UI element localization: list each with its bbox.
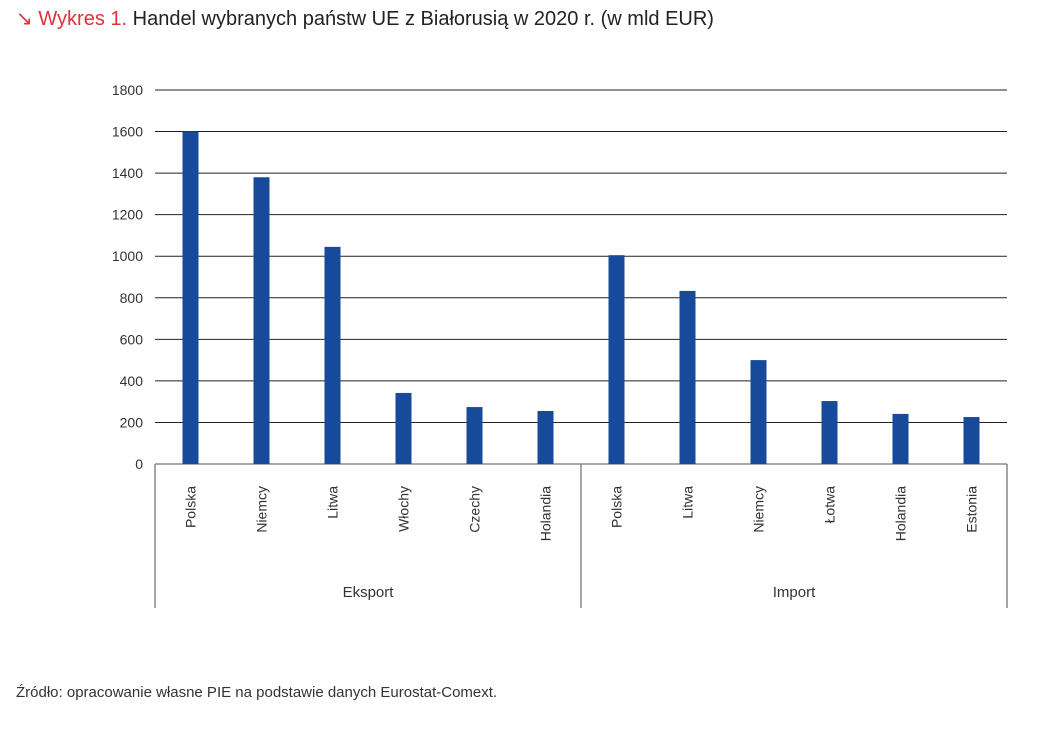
x-tick-label: Czechy (467, 486, 483, 533)
y-tick-label: 0 (135, 456, 143, 472)
bar (608, 255, 625, 464)
source-note: Źródło: opracowanie własne PIE na podsta… (16, 684, 498, 701)
title-text: Handel wybranych państw UE z Białorusią … (132, 8, 714, 30)
x-tick-label: Niemcy (254, 486, 270, 533)
bar (963, 417, 980, 464)
y-tick-label: 200 (120, 414, 144, 430)
bar (253, 177, 270, 464)
group-label: Eksport (343, 584, 395, 601)
y-tick-label: 1000 (112, 248, 143, 264)
chart-title: ↘ Wykres 1. Handel wybranych państw UE z… (16, 6, 714, 31)
bar (324, 246, 341, 464)
x-tick-label: Polska (609, 486, 625, 528)
bar (182, 131, 199, 465)
bar (537, 411, 554, 464)
bar (821, 401, 838, 464)
y-tick-label: 1400 (112, 165, 143, 181)
arrow-icon: ↘ (16, 8, 33, 30)
bar (679, 290, 696, 464)
bar (892, 413, 909, 464)
x-tick-label: Holandia (538, 486, 554, 541)
x-tick-label: Litwa (680, 486, 696, 519)
y-tick-label: 800 (120, 290, 144, 306)
bar (750, 360, 767, 464)
x-tick-label: Łotwa (822, 486, 838, 524)
bar (395, 392, 412, 464)
x-tick-label: Niemcy (751, 486, 767, 533)
y-tick-label: 1800 (112, 82, 143, 98)
y-tick-label: 1200 (112, 207, 143, 223)
x-tick-label: Włochy (396, 486, 412, 532)
y-tick-label: 1600 (112, 124, 143, 140)
group-label: Import (773, 584, 816, 601)
x-tick-label: Estonia (964, 486, 980, 533)
y-tick-label: 600 (120, 331, 144, 347)
bar (466, 407, 483, 464)
x-tick-label: Litwa (325, 486, 341, 519)
figure-label: Wykres 1. (38, 8, 128, 30)
x-tick-label: Polska (183, 486, 199, 528)
x-tick-label: Holandia (893, 486, 909, 541)
y-tick-label: 400 (120, 373, 144, 389)
